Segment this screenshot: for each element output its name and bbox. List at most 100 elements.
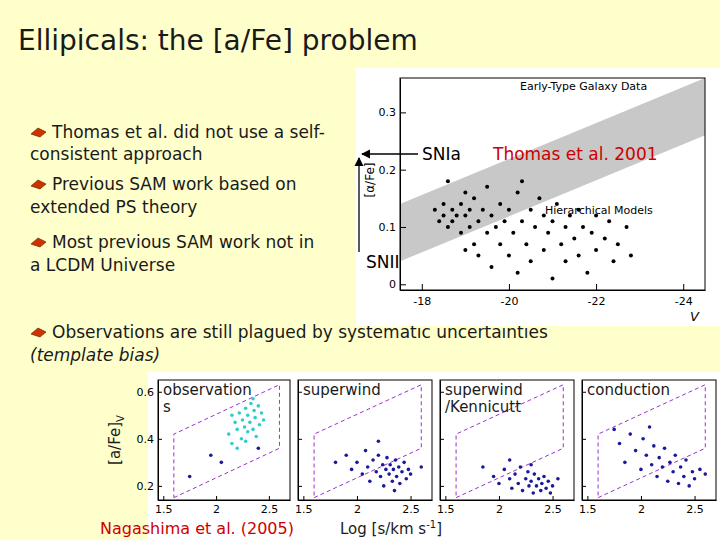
data-point bbox=[385, 456, 389, 460]
x-axis-line bbox=[583, 500, 717, 501]
y-axis-tick-mark bbox=[440, 439, 444, 440]
credit: Nagashima et al. (2005) bbox=[100, 519, 294, 538]
x-axis-tick-label: 2 bbox=[638, 503, 645, 516]
bullet-icon bbox=[31, 238, 46, 247]
data-point bbox=[641, 437, 645, 441]
y-axis-line bbox=[440, 381, 441, 501]
y-axis-tick bbox=[582, 392, 586, 393]
x-axis-tick-label: 2.5 bbox=[686, 503, 704, 516]
data-point bbox=[516, 271, 520, 275]
bullet-text: Most previous SAM work not in bbox=[52, 232, 314, 252]
data-point bbox=[450, 208, 454, 212]
data-point bbox=[400, 470, 404, 474]
y-axis-tick-mark bbox=[298, 486, 302, 487]
data-point bbox=[537, 196, 541, 200]
data-point bbox=[625, 225, 629, 229]
data-point bbox=[233, 421, 237, 425]
bullet-icon bbox=[31, 128, 46, 137]
data-point bbox=[519, 465, 523, 469]
data-point bbox=[535, 484, 539, 488]
data-point bbox=[698, 468, 702, 472]
data-point bbox=[459, 231, 463, 235]
x-axis-title: Log [s/km s-1] bbox=[340, 519, 442, 538]
x-axis-tick: 2.5 bbox=[544, 496, 562, 516]
data-point bbox=[407, 468, 411, 472]
y-axis-tick-mark bbox=[440, 392, 444, 393]
data-point bbox=[503, 219, 507, 223]
x-axis-tick-label: 1.5 bbox=[155, 503, 173, 516]
y-axis-tick bbox=[298, 439, 302, 440]
data-point bbox=[355, 461, 359, 465]
plot-area bbox=[400, 78, 705, 281]
panel-title: /Kennicutt bbox=[445, 398, 521, 416]
data-point bbox=[246, 430, 250, 434]
data-point bbox=[463, 214, 467, 218]
data-point bbox=[628, 432, 632, 436]
data-point bbox=[252, 409, 256, 413]
data-point bbox=[516, 191, 520, 195]
x-axis-tick-mark bbox=[587, 496, 588, 500]
data-point bbox=[529, 208, 533, 212]
annotation: Early-Type Galaxy Data bbox=[520, 80, 647, 93]
x-axis: 1.522.5 bbox=[295, 496, 432, 516]
panel-title: s bbox=[163, 398, 171, 416]
y-axis-tick bbox=[298, 392, 302, 393]
y-axis-title-subscript: V bbox=[115, 415, 126, 422]
x-axis-tick-mark bbox=[445, 496, 446, 500]
data-point bbox=[564, 225, 568, 229]
data-point bbox=[645, 453, 649, 457]
data-point bbox=[544, 486, 548, 490]
data-point bbox=[529, 259, 533, 263]
x-axis-tick: 2 bbox=[213, 496, 220, 516]
plot-area bbox=[174, 385, 280, 498]
y-axis-tick-mark bbox=[158, 486, 162, 487]
data-point bbox=[693, 477, 697, 481]
data-point bbox=[472, 196, 476, 200]
data-point bbox=[258, 423, 262, 427]
x-axis-tick: 2.5 bbox=[402, 496, 420, 516]
y-axis-tick bbox=[582, 486, 586, 487]
y-axis-tick-label: 0.6 bbox=[137, 386, 155, 399]
x-axis-tick: 2.5 bbox=[686, 496, 704, 516]
data-point bbox=[379, 475, 383, 479]
data-point bbox=[639, 468, 643, 472]
data-point bbox=[249, 402, 253, 406]
data-point bbox=[392, 468, 396, 472]
data-point bbox=[437, 219, 441, 223]
data-point bbox=[240, 437, 244, 441]
x-axis-tick-mark bbox=[683, 284, 684, 290]
data-point bbox=[524, 477, 528, 481]
bullet-text: consistent approach bbox=[30, 144, 202, 164]
data-point bbox=[666, 479, 670, 483]
data-point bbox=[594, 248, 598, 252]
y-axis-line bbox=[158, 381, 159, 501]
y-axis-tick: 0.6 bbox=[137, 386, 163, 399]
x-axis-tick-label: -18 bbox=[413, 295, 431, 308]
annotation: Thomas et al. 2001 bbox=[492, 144, 658, 164]
panel: 1.522.5superwind bbox=[295, 380, 432, 516]
bullet-text: Previous SAM work based on bbox=[52, 174, 297, 194]
data-point bbox=[350, 468, 354, 472]
data-point bbox=[395, 475, 399, 479]
x-axis-tick-label: -22 bbox=[588, 295, 606, 308]
data-point bbox=[235, 428, 239, 432]
data-point bbox=[564, 259, 568, 263]
data-point bbox=[546, 479, 550, 483]
data-point bbox=[498, 202, 502, 206]
data-point bbox=[533, 225, 537, 229]
data-point bbox=[673, 453, 677, 457]
data-point bbox=[361, 472, 365, 476]
panel-title: observation bbox=[163, 381, 252, 399]
y-axis: 0.20.40.6 bbox=[137, 381, 163, 501]
data-point bbox=[618, 442, 622, 446]
data-point bbox=[682, 475, 686, 479]
x-axis-tick-label: -20 bbox=[500, 295, 518, 308]
data-point bbox=[246, 413, 250, 417]
data-point bbox=[524, 242, 528, 246]
y-axis-line bbox=[400, 79, 401, 291]
data-point bbox=[463, 248, 467, 252]
data-point bbox=[446, 179, 450, 183]
bullet-text: (template bias) bbox=[30, 345, 160, 365]
y-axis-tick-mark bbox=[440, 486, 444, 487]
data-point bbox=[262, 418, 266, 422]
